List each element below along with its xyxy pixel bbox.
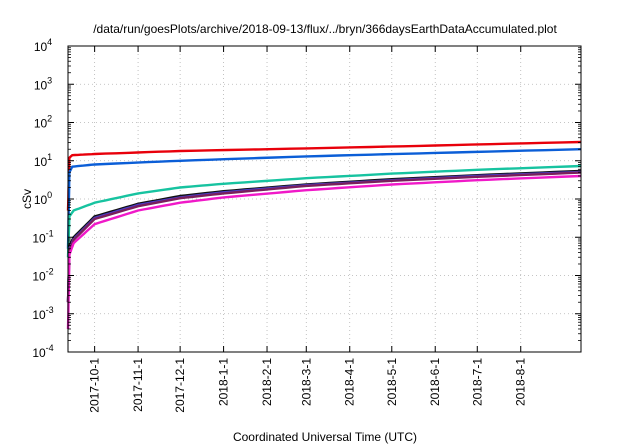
- x-tick-label: 2018-7-1: [470, 358, 484, 406]
- x-tick-label: 2017-10-1: [88, 358, 102, 413]
- x-tick-label: 2018-5-1: [385, 358, 399, 406]
- x-tick-label: 2018-1-1: [217, 358, 231, 406]
- y-tick-label: 10-4: [32, 343, 53, 360]
- tick-marks: [68, 45, 581, 353]
- x-tick-labels: 2017-10-1 2017-11-1 2017-12-1 2018-1-1 2018-…: [88, 358, 528, 413]
- y-tick-label: 10-1: [32, 228, 53, 245]
- series-line-7: [66, 174, 582, 330]
- x-tick-label: 2017-11-1: [131, 358, 145, 412]
- series-line-4: [66, 169, 582, 303]
- x-tick-label: 2018-3-1: [299, 358, 313, 406]
- series-line-2: [66, 148, 582, 249]
- chart-title: /data/run/goesPlots/archive/2018-09-13/f…: [93, 22, 557, 36]
- x-tick-label: 2018-4-1: [343, 358, 357, 406]
- y-tick-label: 10-3: [32, 305, 53, 322]
- y-tick-label: 10-2: [32, 267, 53, 284]
- series-line-6: [66, 171, 582, 303]
- y-tick-label: 104: [34, 37, 52, 54]
- x-tick-label: 2018-6-1: [428, 358, 442, 406]
- y-axis-label: cSv: [20, 189, 34, 209]
- y-tick-label: 100: [34, 190, 52, 207]
- y-tick-label: 103: [34, 75, 52, 92]
- series-line-1: [66, 140, 582, 211]
- series-group: [66, 140, 582, 330]
- x-axis-label: Coordinated Universal Time (UTC): [233, 430, 417, 444]
- grid-lines: [68, 46, 581, 352]
- x-tick-label: 2018-2-1: [260, 358, 274, 406]
- y-tick-labels: 10-4 10-3 10-2 10-1 100 101 102 103 104: [32, 37, 53, 360]
- y-tick-label: 102: [34, 114, 52, 131]
- x-tick-label: 2017-12-1: [173, 358, 187, 413]
- x-tick-label: 2018-8-1: [514, 358, 528, 406]
- series-line-3: [66, 164, 582, 258]
- y-tick-label: 101: [34, 152, 52, 169]
